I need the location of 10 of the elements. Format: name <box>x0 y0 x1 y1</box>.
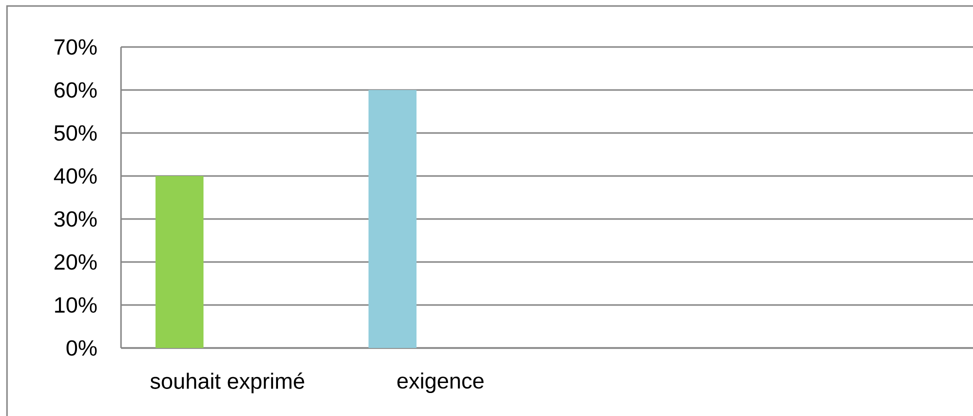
x-tick-label: exigence <box>397 372 484 394</box>
y-tick-label: 20% <box>54 254 97 270</box>
y-tick-label: 70% <box>54 39 97 55</box>
y-tick-label: 10% <box>55 297 97 313</box>
x-tick-label: souhait exprimé <box>150 372 304 394</box>
y-tick-label: 60% <box>54 82 97 98</box>
y-tick-label: 0% <box>66 340 97 356</box>
y-tick-label: 50% <box>54 125 97 141</box>
y-tick-label: 40% <box>54 168 97 184</box>
y-tick-label: 30% <box>54 211 97 227</box>
